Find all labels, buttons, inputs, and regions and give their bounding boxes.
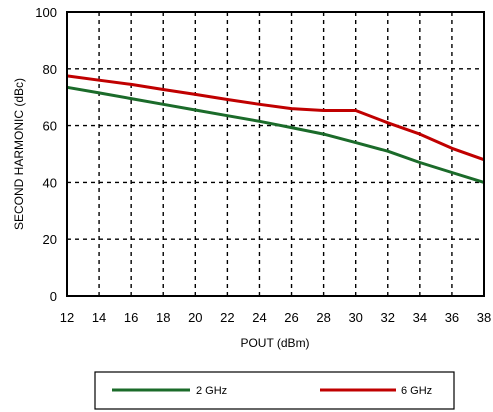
legend-label-6ghz: 6 GHz [401,385,432,397]
x-tick-label-14: 14 [92,310,106,325]
x-tick-label-28: 28 [316,310,330,325]
y-tick-label-60: 60 [43,119,57,134]
series-line-2-ghz [66,85,485,184]
x-tick-label-30: 30 [348,310,362,325]
x-tick-label-32: 32 [381,310,395,325]
y-tick-label-40: 40 [43,175,57,190]
x-tick-label-12: 12 [60,310,74,325]
x-tick-label-38: 38 [477,310,491,325]
x-tick-label-26: 26 [284,310,298,325]
x-tick-label-20: 20 [188,310,202,325]
x-tick-label-18: 18 [156,310,170,325]
series-lines [66,74,485,184]
grid-lines [67,12,484,296]
y-axis-title: SECOND HARMONIC (dBc) [12,78,26,230]
y-tick-label-100: 100 [35,5,57,20]
tick-labels: 12 14 16 18 20 22 24 26 28 30 32 34 36 38 0 20 40 60 80 100 [35,5,491,325]
x-tick-label-34: 34 [413,310,427,325]
legend-label-2ghz: 2 GHz [196,385,227,397]
plot-frame [66,11,485,297]
y-tick-label-20: 20 [43,232,57,247]
x-axis-title: POUT (dBm) [240,336,309,350]
x-tick-label-24: 24 [252,310,266,325]
x-tick-label-16: 16 [124,310,138,325]
series-line-6-ghz [66,74,485,162]
y-tick-label-80: 80 [43,62,57,77]
legend: 2 GHz 6 GHz [94,371,455,410]
x-tick-label-22: 22 [220,310,234,325]
y-tick-label-0: 0 [50,289,57,304]
x-tick-label-36: 36 [445,310,459,325]
